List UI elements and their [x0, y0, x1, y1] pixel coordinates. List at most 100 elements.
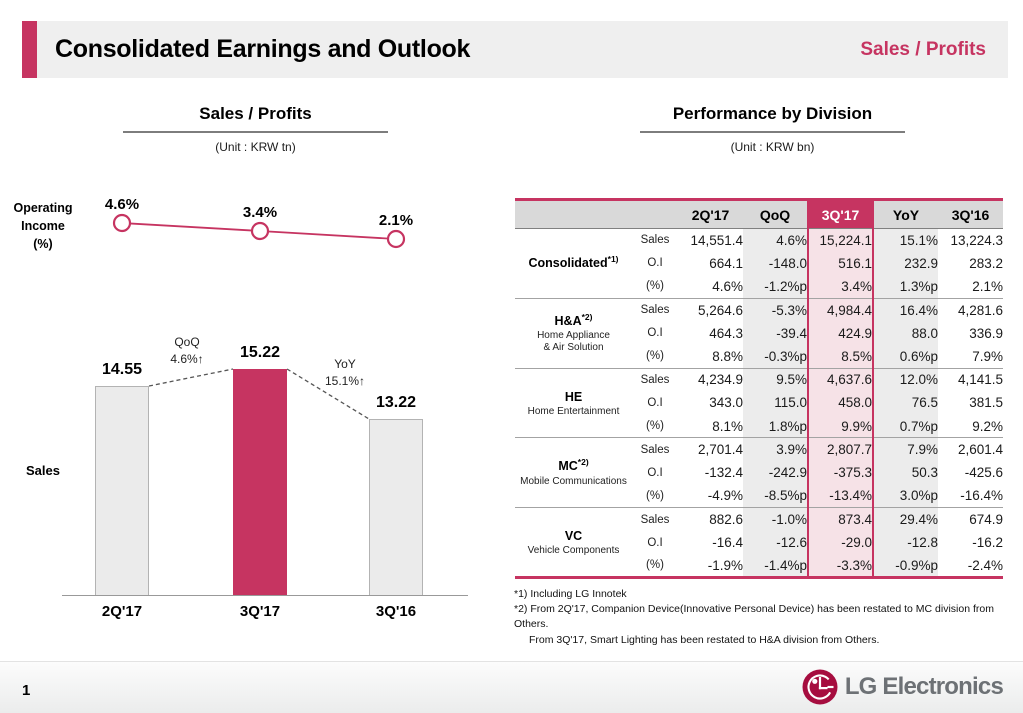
table-cell: 0.7%p: [873, 414, 938, 438]
table-cell: 343.0: [709, 395, 743, 411]
table-row: O.I 464.3 -39.4 424.9 88.0 336.9: [515, 321, 1003, 345]
table-cell: 2,601.4: [938, 437, 1003, 462]
table-cell: 873.4: [807, 507, 874, 531]
table-cell: 12.0%: [873, 367, 938, 392]
table-row: (%) -1.9% -1.4%p -3.3% -0.9%p -2.4%: [515, 554, 1003, 578]
table-cell: 4,281.6: [938, 297, 1003, 322]
sales-bar: [369, 419, 423, 595]
table-cell: 9.5%: [743, 367, 808, 392]
table-cell: 14,551.4: [690, 232, 743, 248]
table-cell: 4,637.6: [807, 367, 874, 392]
division-label-vc: VC Vehicle Components: [515, 507, 632, 578]
table-cell: 4,984.4: [807, 297, 874, 322]
table-cell: 3.9%: [743, 437, 808, 462]
table-cell: 9.9%: [807, 414, 874, 438]
table-cell: (%): [646, 559, 664, 572]
table-row: O.I 343.0 115.0 458.0 76.5 381.5: [515, 391, 1003, 415]
division-label-ha: H&A*2) Home Appliance & Air Solution: [515, 297, 632, 369]
footnote-2-continued: From 3Q'17, Smart Lighting has been rest…: [529, 633, 880, 646]
footnote-2: *2) From 2Q'17, Companion Device(Innovat…: [514, 603, 994, 631]
table-cell: 2.1%: [972, 278, 1003, 294]
table-cell: -3.3%: [807, 554, 874, 578]
table-cell: -12.8: [873, 530, 938, 555]
x-axis-label: 3Q'16: [375, 603, 417, 620]
table-cell: -425.6: [964, 465, 1003, 481]
division-label-consolidated: Consolidated*1): [528, 254, 619, 271]
table-row: VC Vehicle Components Sales 882.6 -1.0% …: [515, 507, 1003, 578]
bar-value-label: 15.22: [239, 344, 281, 361]
table-row: H&A*2) Home Appliance & Air Solution Sal…: [515, 297, 1003, 369]
bar-value-label: 14.55: [101, 361, 143, 378]
table-cell: 29.4%: [873, 507, 938, 531]
table-cell: -8.5%p: [743, 484, 808, 508]
right-unit-label: (Unit : KRW bn): [730, 140, 815, 154]
table-cell: -0.3%p: [743, 344, 808, 369]
table-cell: 464.3: [709, 325, 743, 341]
table-row: Consolidated*1) Sales 14,551.4 4.6% 15,2…: [515, 228, 1003, 270]
title-accent-bar: [22, 21, 37, 78]
table-row: (%) 8.8% -0.3%p 8.5% 0.6%p 7.9%: [515, 344, 1003, 369]
table-cell: Sales: [632, 437, 678, 462]
table-cell: -16.2: [972, 535, 1003, 551]
sales-bar: [233, 369, 287, 595]
table-cell: 0.6%p: [873, 344, 938, 369]
operating-income-axis-label: Operating Income (%): [13, 201, 73, 252]
table-row: O.I -16.4 -12.6 -29.0 -12.8 -16.2: [515, 530, 1003, 555]
table-cell: Sales: [632, 367, 678, 392]
sales-axis-label: Sales: [26, 463, 60, 478]
table-cell: 2,807.7: [807, 437, 874, 462]
table-cell: -132.4: [704, 465, 743, 481]
table-cell: 88.0: [873, 321, 938, 345]
table-cell: (%): [646, 280, 664, 293]
table-cell: -4.9%: [707, 488, 743, 504]
table-cell: 4.6%: [712, 278, 743, 294]
sales-bar: [95, 386, 149, 595]
col-header-3q17: 3Q'17: [807, 199, 874, 229]
table-cell: -1.0%: [743, 507, 808, 531]
table-row: O.I 664.1 -148.0 516.1 232.9 283.2: [515, 251, 1003, 276]
oi-point-label: 4.6%: [104, 196, 140, 213]
table-cell: 15,224.1: [807, 228, 874, 252]
table-row: (%) 8.1% 1.8%p 9.9% 0.7%p 9.2%: [515, 414, 1003, 438]
table-cell: -16.4%: [960, 488, 1003, 504]
lg-logo: LG Electronics: [802, 669, 1004, 705]
bar-value-label: 13.22: [375, 394, 417, 411]
lg-logo-text: LG Electronics: [844, 673, 1004, 700]
table-cell: 16.4%: [873, 297, 938, 322]
table-cell: 7.9%: [873, 437, 938, 462]
table-cell: 516.1: [807, 251, 874, 276]
table-cell: -242.9: [743, 461, 808, 485]
table-cell: -1.2%p: [743, 275, 808, 299]
footer: 1 LG Electronics: [0, 661, 1023, 713]
table-cell: 4,234.9: [678, 367, 743, 392]
table-cell: Sales: [640, 234, 670, 247]
page-number: 1: [22, 682, 31, 699]
yoy-annotation: YoY 15.1%↑: [324, 357, 366, 389]
footnote-1: *1) Including LG Innotek: [514, 588, 627, 600]
qoq-annotation: QoQ 4.6%↑: [170, 335, 204, 367]
table-cell: 4.6%: [743, 228, 808, 252]
oi-point-label: 2.1%: [378, 212, 414, 229]
table-cell: (%): [646, 489, 664, 502]
col-header-qoq: QoQ: [743, 199, 808, 229]
table-cell: 5,264.6: [678, 297, 743, 322]
footnotes: *1) Including LG Innotek *2) From 2Q'17,…: [514, 587, 1019, 648]
table-cell: 1.3%p: [873, 275, 938, 299]
page-title: Consolidated Earnings and Outlook: [55, 35, 471, 63]
table-cell: 4,141.5: [938, 367, 1003, 392]
col-header-3q16: 3Q'16: [938, 199, 1003, 229]
table-cell: 13,224.3: [950, 232, 1003, 248]
right-table-title: Performance by Division: [640, 104, 905, 133]
table-cell: -13.4%: [807, 484, 874, 508]
table-header-row: 2Q'17 QoQ 3Q'17 YoY 3Q'16: [515, 199, 1003, 229]
table-cell: 3.0%p: [873, 484, 938, 508]
table-header-blank: [515, 199, 678, 229]
table-cell: 232.9: [873, 251, 938, 276]
table-cell: Sales: [632, 297, 678, 322]
table-row: MC*2) Mobile Communications Sales 2,701.…: [515, 437, 1003, 508]
table-cell: 882.6: [678, 507, 743, 531]
table-cell: 8.1%: [712, 418, 743, 434]
x-axis-label: 3Q'17: [239, 603, 281, 620]
table-cell: 381.5: [969, 395, 1003, 411]
